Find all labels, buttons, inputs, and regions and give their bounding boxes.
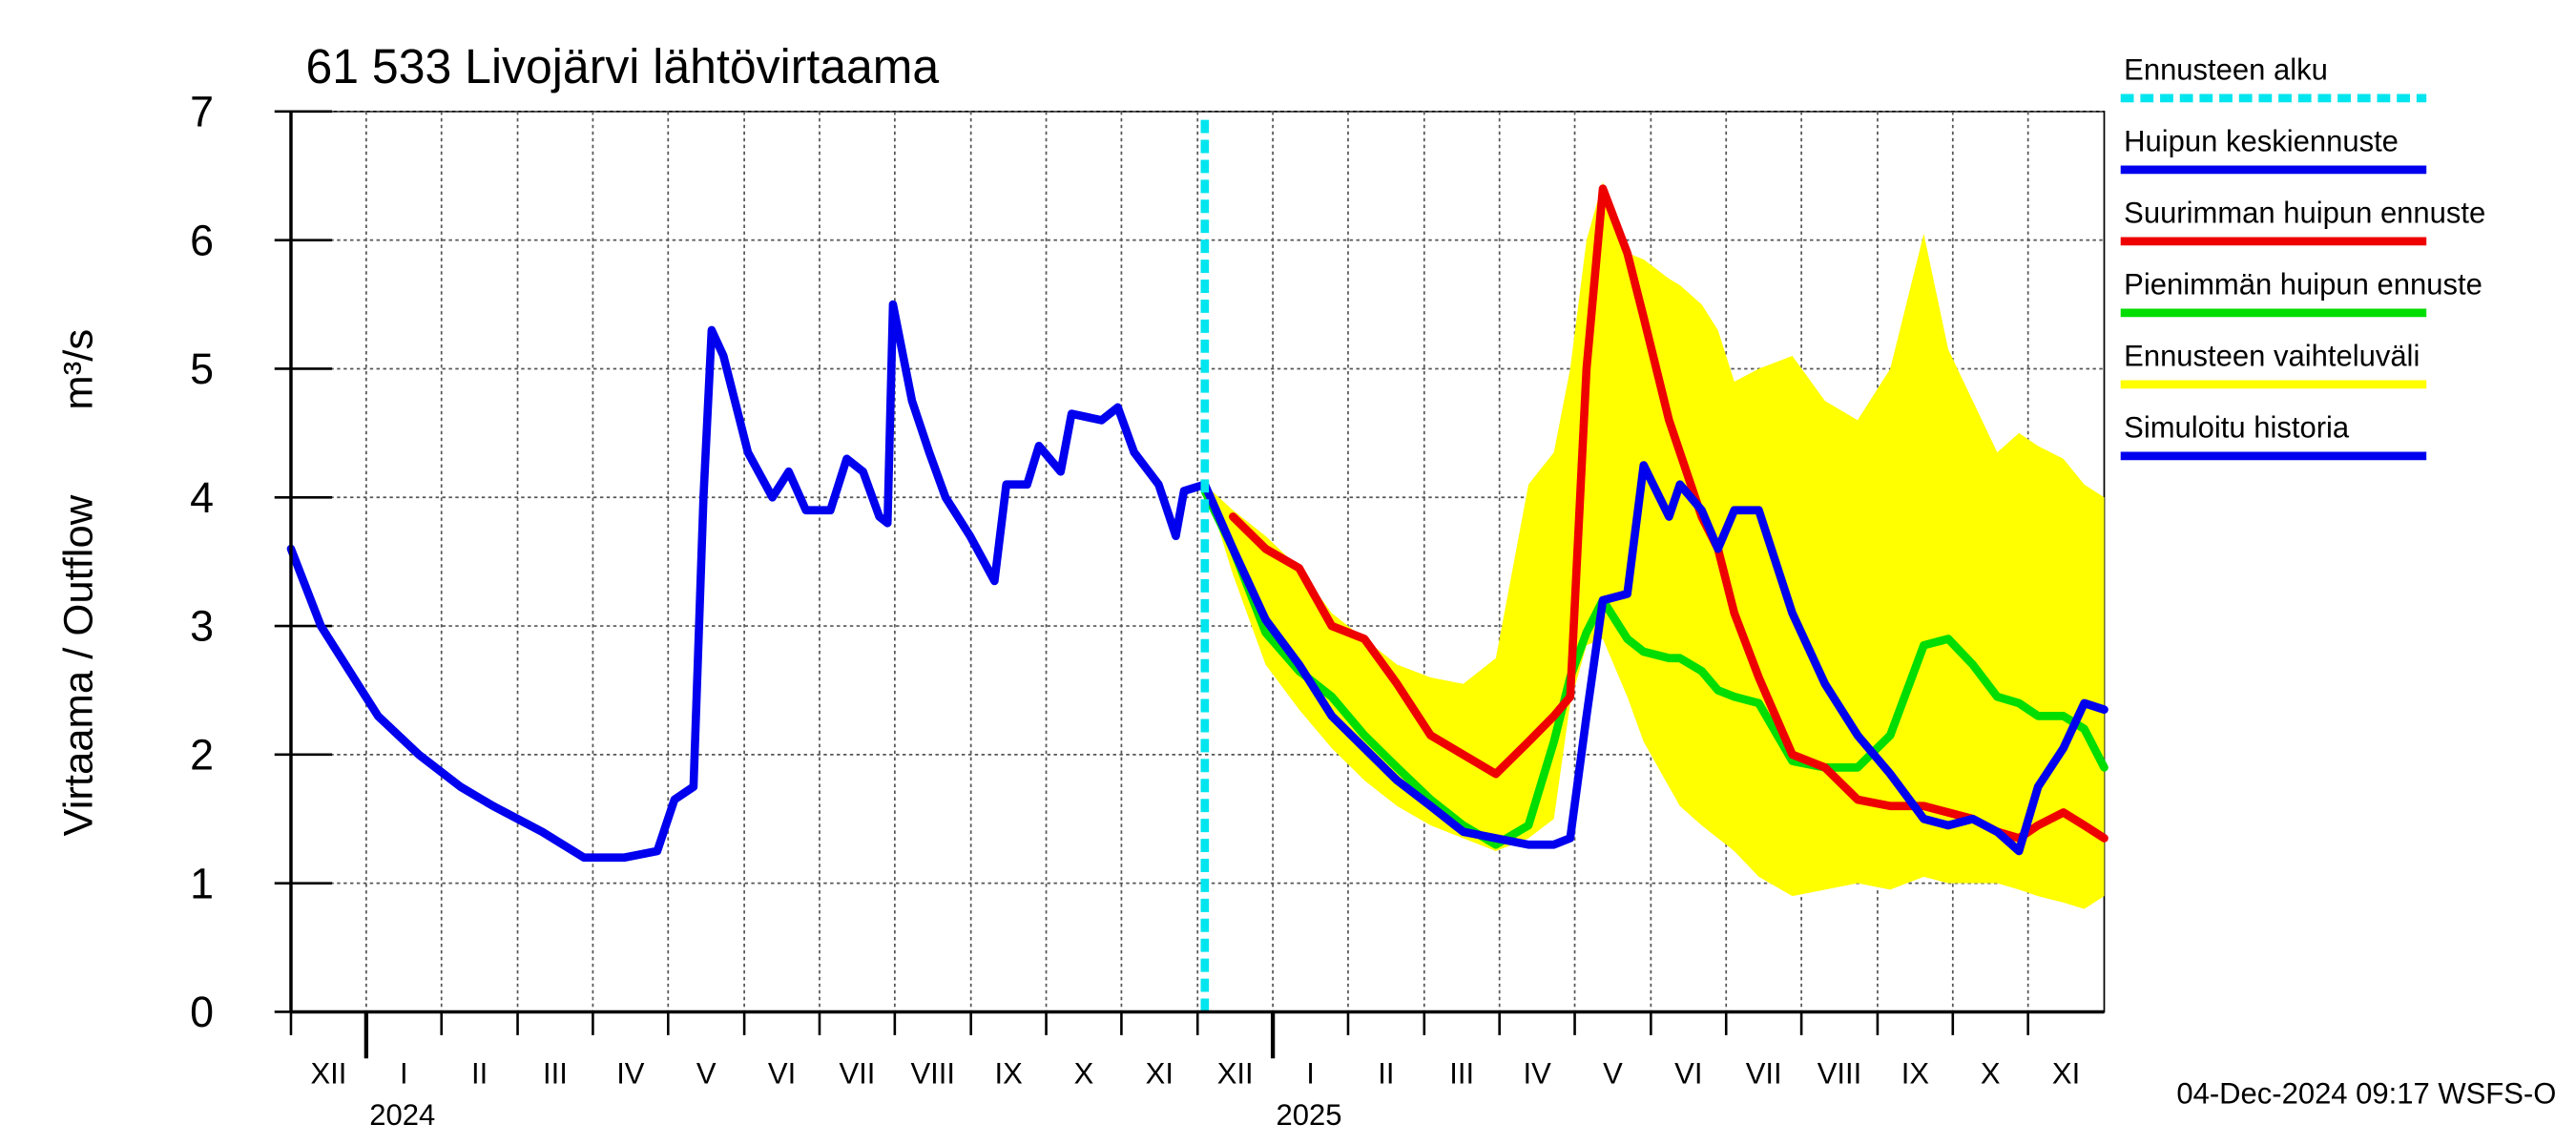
x-tick-label: IV xyxy=(616,1056,644,1090)
x-tick-label: III xyxy=(543,1056,568,1090)
y-tick-label: 0 xyxy=(190,988,214,1036)
x-tick-label: XII xyxy=(310,1056,346,1090)
year-label: 2024 xyxy=(369,1098,435,1132)
legend-label: Huipun keskiennuste xyxy=(2124,125,2399,158)
y-axis-unit: m³/s xyxy=(56,329,102,410)
y-tick-label: 5 xyxy=(190,344,214,393)
legend-label: Ennusteen alku xyxy=(2124,53,2328,87)
y-tick-label: 1 xyxy=(190,859,214,907)
x-tick-label: XII xyxy=(1217,1056,1254,1090)
x-tick-label: IV xyxy=(1523,1056,1550,1090)
year-label: 2025 xyxy=(1277,1098,1342,1132)
y-axis-label: Virtaama / Outflow xyxy=(56,494,102,836)
x-tick-label: XI xyxy=(2052,1056,2080,1090)
x-tick-label: I xyxy=(400,1056,408,1090)
legend-label: Pienimmän huipun ennuste xyxy=(2124,268,2483,302)
x-tick-label: VI xyxy=(1674,1056,1702,1090)
series-line xyxy=(1200,461,2109,856)
x-tick-label: X xyxy=(1074,1056,1094,1090)
y-tick-label: 7 xyxy=(190,87,214,135)
x-tick-label: X xyxy=(1981,1056,2001,1090)
x-tick-label: I xyxy=(1306,1056,1315,1090)
x-tick-label: VIII xyxy=(911,1056,956,1090)
legend-label: Ennusteen vaihteluväli xyxy=(2124,340,2420,373)
x-tick-label: IX xyxy=(1901,1056,1929,1090)
x-tick-label: VIII xyxy=(1818,1056,1862,1090)
y-tick-label: 3 xyxy=(190,602,214,651)
y-tick-label: 2 xyxy=(190,730,214,779)
x-tick-label: III xyxy=(1449,1056,1474,1090)
x-tick-label: V xyxy=(1603,1056,1623,1090)
y-tick-label: 6 xyxy=(190,216,214,264)
chart-title: 61 533 Livojärvi lähtövirtaama xyxy=(305,39,939,94)
legend-label: Simuloitu historia xyxy=(2124,411,2350,445)
legend-label: Suurimman huipun ennuste xyxy=(2124,197,2485,230)
y-tick-label: 4 xyxy=(190,473,214,522)
footer: 04-Dec-2024 09:17 WSFS-O xyxy=(2176,1076,2556,1110)
x-tick-label: II xyxy=(471,1056,488,1090)
x-tick-label: VII xyxy=(1746,1056,1782,1090)
series-line xyxy=(1200,487,2109,849)
x-tick-label: VI xyxy=(768,1056,796,1090)
x-tick-label: XI xyxy=(1146,1056,1174,1090)
x-tick-label: IX xyxy=(994,1056,1022,1090)
x-tick-label: II xyxy=(1378,1056,1394,1090)
series-line xyxy=(286,300,1210,863)
x-tick-label: V xyxy=(696,1056,717,1090)
x-tick-label: VII xyxy=(839,1056,875,1090)
